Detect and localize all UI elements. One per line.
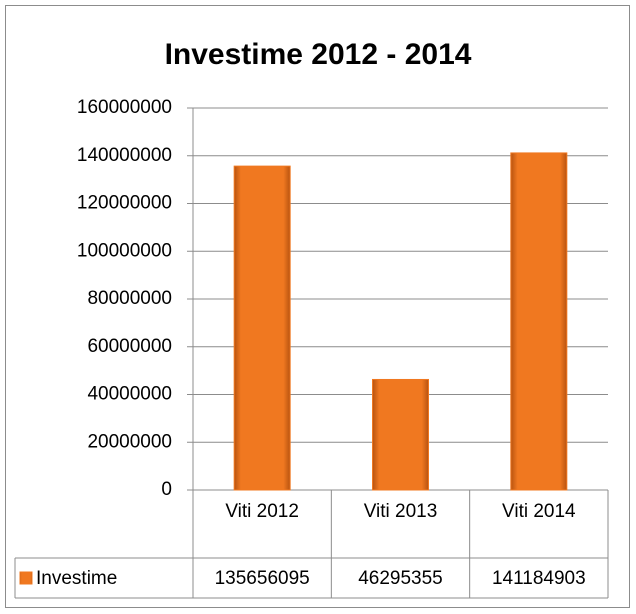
bar [510,152,568,491]
x-tick-label: Viti 2013 [363,501,438,522]
bar [372,378,429,491]
y-tick-label: 0 [161,479,172,500]
y-tick-label: 60000000 [87,336,172,357]
y-tick-label: 40000000 [87,384,172,405]
table-value: 46295355 [358,568,443,589]
table-value: 135656095 [215,568,310,589]
y-tick-label: 160000000 [77,97,172,118]
x-tick-label: Viti 2014 [502,501,576,522]
table-value: 141184903 [492,568,586,589]
y-tick-label: 100000000 [77,240,172,261]
bar [233,165,291,491]
legend-label: Investime [36,568,117,589]
y-tick-label: 140000000 [77,145,172,166]
chart-title: Investime 2012 - 2014 [165,38,472,71]
y-tick-label: 80000000 [87,288,172,309]
legend-key [19,571,33,585]
y-tick-label: 120000000 [77,193,172,214]
x-tick-label: Viti 2012 [225,501,299,522]
y-tick-label: 20000000 [87,431,172,452]
